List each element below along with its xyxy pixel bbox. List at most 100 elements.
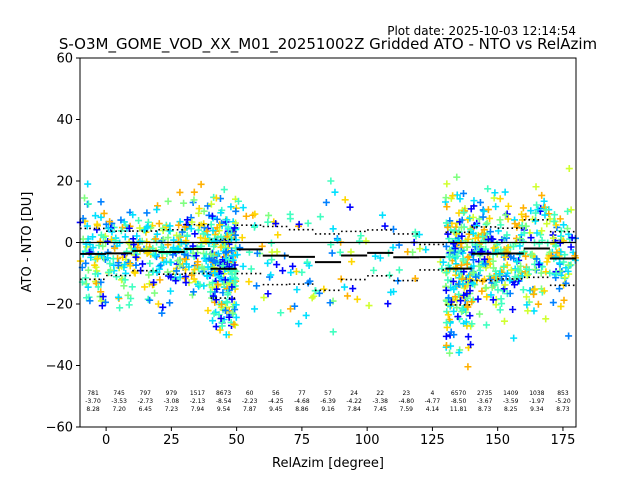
data-point <box>267 239 275 247</box>
data-point <box>460 209 468 217</box>
bin-stat-text: 7.84 <box>347 406 361 413</box>
data-point <box>395 266 403 274</box>
data-point <box>531 266 539 274</box>
data-point <box>515 267 523 275</box>
x-axis-label: RelAzim [degree] <box>272 456 384 471</box>
data-point <box>188 271 196 279</box>
data-point <box>328 249 336 257</box>
data-point <box>117 216 125 224</box>
data-point <box>353 295 361 303</box>
data-point <box>228 247 236 255</box>
data-point <box>500 262 508 270</box>
chart-title: S-O3M_GOME_VOD_XX_M01_20251002Z Gridded … <box>59 35 597 54</box>
data-point <box>208 212 216 220</box>
data-point <box>537 231 545 239</box>
data-point <box>439 258 447 266</box>
data-point <box>516 242 524 250</box>
data-point <box>214 250 222 258</box>
data-point <box>468 320 476 328</box>
data-point <box>106 218 114 226</box>
data-point <box>488 283 496 291</box>
data-point <box>533 229 541 237</box>
bin-stat-text: 24 <box>350 390 358 397</box>
bin-stat-text: -2.23 <box>242 398 258 405</box>
bin-stat-text: 8.86 <box>295 406 309 413</box>
data-point <box>222 248 230 256</box>
data-point <box>205 255 213 263</box>
data-point <box>565 332 573 340</box>
data-point <box>167 287 175 295</box>
data-point <box>273 261 281 269</box>
bin-stat-text: 7.87 <box>243 406 257 413</box>
data-point <box>533 201 541 209</box>
data-point <box>546 269 554 277</box>
data-point <box>482 245 490 253</box>
data-point <box>346 203 354 211</box>
data-point <box>322 198 330 206</box>
data-point <box>506 289 514 297</box>
data-point <box>104 254 112 262</box>
data-point <box>84 283 92 291</box>
bin-stat-text: 11.81 <box>450 406 467 413</box>
data-point <box>463 243 471 251</box>
data-point <box>238 234 246 242</box>
data-point <box>503 210 511 218</box>
data-point <box>125 239 133 247</box>
data-point <box>225 313 233 321</box>
data-point <box>106 260 114 268</box>
data-point <box>112 273 120 281</box>
data-point <box>546 248 554 256</box>
data-point <box>422 246 430 254</box>
data-point <box>101 298 109 306</box>
data-point <box>411 274 419 282</box>
data-point <box>565 261 573 269</box>
data-point <box>522 293 530 301</box>
data-point <box>443 269 451 277</box>
data-point <box>231 306 239 314</box>
data-point <box>265 211 273 219</box>
data-point <box>471 234 479 242</box>
data-point <box>329 225 337 233</box>
data-point <box>159 236 167 243</box>
data-point <box>480 207 488 215</box>
data-point <box>157 243 165 251</box>
data-point <box>543 258 551 266</box>
data-point <box>479 277 487 285</box>
data-point <box>482 284 490 292</box>
data-point <box>213 215 221 223</box>
data-point <box>555 285 563 293</box>
bin-stat-text: 9.45 <box>269 406 283 413</box>
plot-date: Plot date: 2025-10-03 12:14:54 <box>387 24 576 38</box>
data-point <box>550 211 558 219</box>
data-point <box>218 300 226 308</box>
data-point <box>483 293 491 301</box>
data-point <box>303 258 311 266</box>
data-point <box>500 317 508 325</box>
data-point <box>209 292 217 300</box>
data-point <box>100 209 108 217</box>
data-point <box>229 252 237 260</box>
data-point <box>444 223 452 231</box>
data-point <box>287 269 295 277</box>
data-point <box>564 267 572 275</box>
data-point <box>170 244 178 252</box>
data-point <box>565 165 573 173</box>
bin-stat-text: -4.68 <box>294 398 310 405</box>
bin-stat-text: 8.28 <box>86 406 100 413</box>
data-point <box>568 234 576 242</box>
data-point <box>158 249 166 257</box>
data-point <box>231 231 239 239</box>
data-point <box>381 222 389 230</box>
y-tick-label: −60 <box>46 421 73 436</box>
data-point <box>503 231 511 239</box>
data-point <box>469 268 477 276</box>
data-point <box>217 209 225 217</box>
data-point <box>468 298 476 306</box>
data-point <box>176 218 184 226</box>
data-point <box>492 203 500 211</box>
data-point <box>355 237 363 245</box>
data-point <box>197 234 205 242</box>
data-point <box>204 202 212 210</box>
data-point <box>144 295 152 303</box>
data-point <box>545 210 553 218</box>
